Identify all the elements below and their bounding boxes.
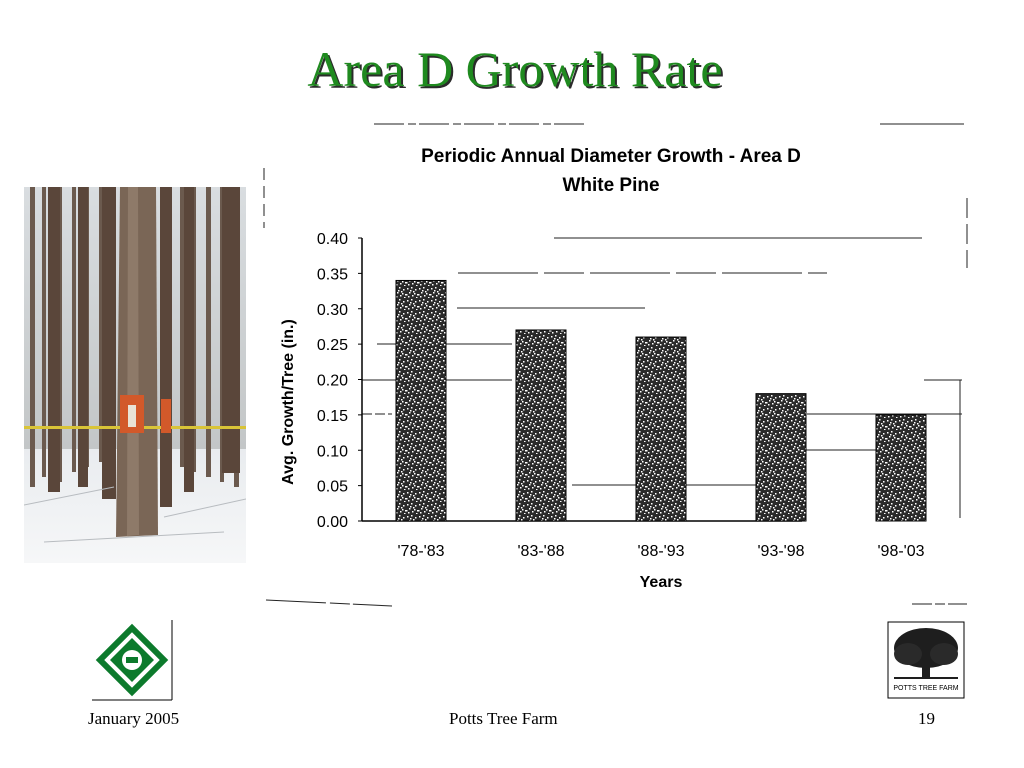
y-tick-label: 0.25 — [317, 337, 348, 354]
y-tick-labels: 0.00 0.05 0.10 0.15 0.20 0.25 0.30 0.35 0.40 — [317, 231, 362, 531]
x-tick-label: '83-'88 — [517, 543, 564, 560]
bar-chart: Periodic Annual Diameter Growth - Area D… — [263, 123, 968, 607]
forest-photo — [24, 187, 246, 563]
y-tick-label: 0.20 — [317, 373, 348, 390]
tree-farm-logo — [92, 620, 173, 701]
page-number: 19 — [918, 709, 935, 728]
bar — [875, 414, 927, 522]
potts-tree-farm-logo: POTTS TREE FARM — [887, 621, 965, 699]
x-axis-label: Years — [640, 574, 683, 591]
y-tick-label: 0.10 — [317, 443, 348, 460]
footer-date: January 2005 — [88, 709, 180, 728]
frame-lines — [263, 123, 968, 607]
bars — [395, 279, 927, 522]
y-axis-label: Avg. Growth/Tree (in.) — [280, 319, 297, 485]
bar — [395, 279, 447, 522]
y-tick-label: 0.30 — [317, 302, 348, 319]
chart-subtitle: White Pine — [562, 175, 659, 196]
x-tick-label: '88-'93 — [637, 543, 684, 560]
x-tick-label: '98-'03 — [877, 543, 924, 560]
footer-title: Potts Tree Farm — [449, 709, 558, 728]
y-tick-label: 0.00 — [317, 514, 348, 531]
y-tick-label: 0.35 — [317, 266, 348, 283]
y-tick-label: 0.15 — [317, 408, 348, 425]
bar — [635, 336, 687, 522]
bar — [755, 393, 807, 522]
x-tick-label: '78-'83 — [397, 543, 444, 560]
logo-text: POTTS TREE FARM — [893, 685, 958, 692]
bar — [515, 329, 567, 522]
x-tick-label: '93-'98 — [757, 543, 804, 560]
x-tick-labels: '78-'83 '83-'88 '88-'93 '93-'98 '98-'03 — [397, 543, 924, 560]
slide-title: Area D Growth Rate — [307, 41, 723, 97]
chart-title: Periodic Annual Diameter Growth - Area D — [421, 146, 801, 167]
y-tick-label: 0.05 — [317, 479, 348, 496]
y-tick-label: 0.40 — [317, 231, 348, 248]
